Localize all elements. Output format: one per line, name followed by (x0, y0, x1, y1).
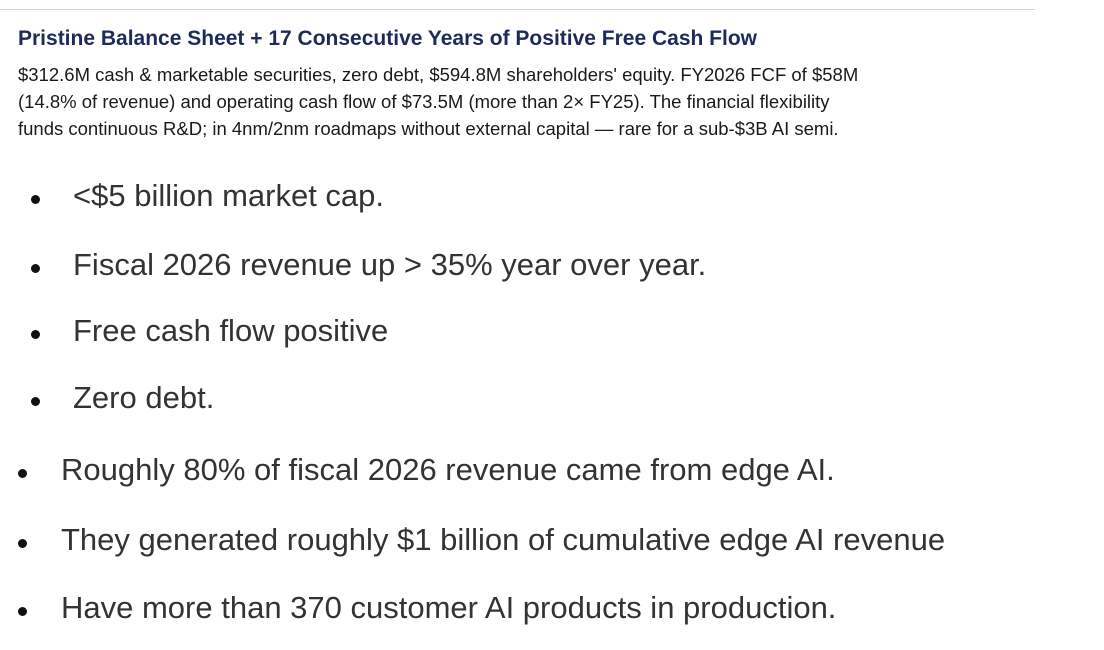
divider (0, 9, 1035, 10)
section-title: Pristine Balance Sheet + 17 Consecutive … (18, 27, 757, 50)
summary-line: $312.6M cash & marketable securities, ze… (18, 64, 859, 85)
bullet (18, 469, 27, 478)
bullet (31, 195, 40, 204)
list-item: They generated roughly $1 billion of cum… (61, 522, 946, 557)
bullet (31, 330, 40, 339)
list-item: Fiscal 2026 revenue up > 35% year over y… (73, 247, 707, 282)
list-item: Zero debt. (73, 380, 215, 415)
list-item: <$5 billion market cap. (73, 178, 385, 213)
summary-line: (14.8% of revenue) and operating cash fl… (18, 91, 830, 112)
summary-line: funds continuous R&D; in 4nm/2nm roadmap… (18, 118, 839, 139)
bullet (18, 539, 27, 548)
list-item: Have more than 370 customer AI products … (61, 590, 837, 625)
bullet (31, 397, 40, 406)
bullet (18, 607, 27, 616)
list-item: Free cash flow positive (73, 313, 389, 348)
list-item: Roughly 80% of fiscal 2026 revenue came … (61, 452, 835, 487)
bullet (31, 264, 40, 273)
